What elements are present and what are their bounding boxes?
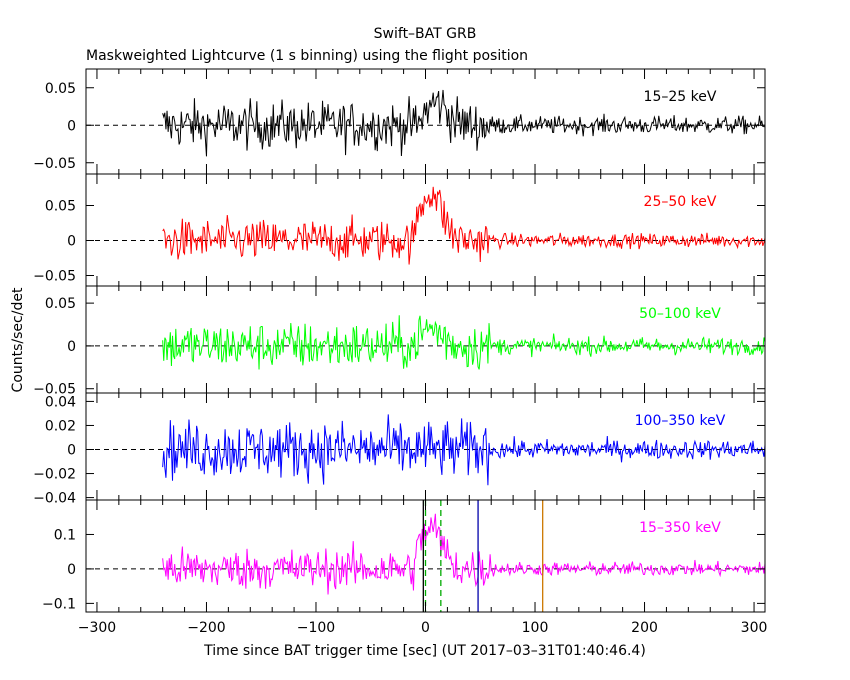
y-tick-label: −0.05: [33, 156, 76, 172]
band-label: 15–350 keV: [639, 520, 721, 536]
chart-title: Swift–BAT GRB: [374, 26, 477, 42]
y-tick-label: 0: [67, 234, 76, 250]
x-tick-label: 200: [631, 620, 658, 636]
x-tick-label: −200: [187, 620, 225, 636]
y-axis-label: Counts/sec/det: [10, 287, 26, 392]
x-axis-label: Time since BAT trigger time [sec] (UT 20…: [203, 643, 646, 659]
y-tick-label: 0.02: [45, 418, 76, 434]
x-tick-label: 300: [741, 620, 768, 636]
panel-4: 0.04 0.02 0 −0.02 −0.04 100–350 keV: [33, 392, 766, 507]
series-line: [162, 513, 766, 595]
band-label: 100–350 keV: [635, 413, 726, 429]
y-tick-label: −0.05: [33, 269, 76, 285]
y-tick-label: 0: [67, 118, 76, 134]
panel-1: 0.05 0 −0.05 15–25 keV: [33, 68, 766, 175]
y-tick-label: −0.04: [33, 491, 76, 507]
y-tick-label: 0: [67, 562, 76, 578]
y-tick-label: 0.05: [45, 81, 76, 97]
y-tick-label: 0: [67, 443, 76, 459]
x-tick-label: −100: [297, 620, 335, 636]
series-line: [162, 186, 766, 265]
y-tick-label: 0.1: [54, 527, 76, 543]
x-tick-label: 0: [421, 620, 430, 636]
panel-frame: [85, 68, 766, 175]
panel-3: 0.05 0 −0.05 50–100 keV: [33, 285, 766, 398]
y-tick-label: −0.1: [42, 596, 76, 612]
band-label: 15–25 keV: [644, 89, 717, 105]
y-tick-label: 0.05: [45, 199, 76, 215]
y-tick-label: 0.05: [45, 296, 76, 312]
series-line: [162, 89, 766, 157]
y-tick-label: −0.02: [33, 467, 76, 483]
band-label: 25–50 keV: [644, 194, 717, 210]
chart-subtitle: Maskweighted Lightcurve (1 s binning) us…: [86, 48, 528, 64]
panel-2: 0.05 0 −0.05 25–50 keV: [33, 173, 766, 287]
panel-5: 0.1 0 −0.1 15–350 keV: [42, 499, 766, 613]
x-tick-label: −300: [78, 620, 116, 636]
x-tick-label: 100: [522, 620, 549, 636]
y-tick-label: −0.05: [33, 382, 76, 398]
series-line: [162, 315, 766, 370]
y-tick-label: 0.04: [45, 394, 76, 410]
series-line: [162, 414, 766, 486]
y-tick-label: 0: [67, 339, 76, 355]
band-label: 50–100 keV: [639, 306, 721, 322]
